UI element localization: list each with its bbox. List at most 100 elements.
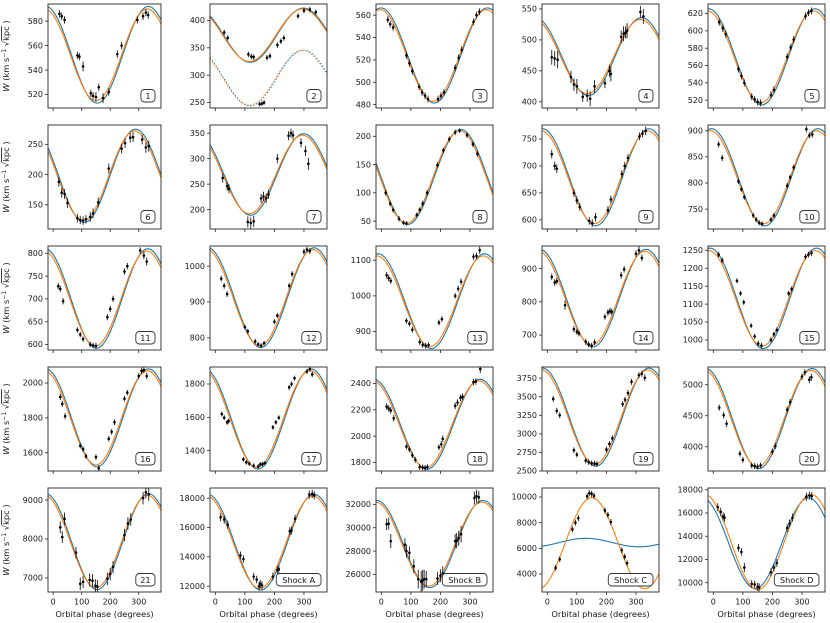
panel-label-box: [140, 210, 156, 224]
panel-label: 12: [306, 333, 316, 343]
fit-orange-curve: [48, 370, 161, 466]
y-tick-label: 550: [522, 5, 537, 14]
panel-label-box: [799, 210, 820, 224]
y-tick-label: 5000: [683, 380, 703, 389]
y-tick-label: 700: [522, 162, 537, 171]
y-tick-label: 750: [28, 272, 43, 281]
fit-orange-curve: [376, 130, 493, 224]
panel-label-box: [275, 573, 322, 587]
y-tick-label: 400: [190, 16, 205, 25]
fit-blue-alt-curve: [210, 49, 327, 107]
panel-label-box: [306, 89, 322, 103]
y-tick-label: 750: [522, 135, 537, 144]
panel-shock-a: 12000 14000 16000 18000 0 100 200 300 Orbital ph…: [180, 487, 328, 619]
y-tick-label: 12000: [678, 555, 703, 564]
data-points: [384, 128, 479, 226]
y-tick-label: 350: [190, 43, 205, 52]
panel-label: 14: [638, 333, 648, 343]
y-tick-label: 4000: [683, 442, 703, 451]
x-axis-label: Orbital phase (degrees): [551, 609, 649, 619]
x-tick-label: 200: [599, 598, 614, 607]
fit-blue-curve: [708, 497, 825, 590]
y-tick-label: 30000: [346, 523, 371, 532]
panel-11: 600 650 700 750 800 W (km s−1 √kpc ) 11: [1, 245, 162, 353]
y-tick-label: 7000: [23, 574, 43, 583]
y-axis-label: W (km s−1 √kpc ): [1, 141, 11, 212]
fit-orange-curve: [376, 501, 493, 587]
x-axis-label: Orbital phase (degrees): [219, 609, 317, 619]
fit-orange-curve: [376, 255, 493, 347]
data-points: [717, 7, 813, 107]
y-tick-label: 650: [522, 189, 537, 198]
panel-17: 1400 1600 1800 17: [185, 366, 328, 474]
y-tick-label: 600: [522, 216, 537, 225]
panel-label-box: [135, 573, 156, 587]
y-tick-label: 520: [688, 96, 703, 105]
y-tick-label: 600: [28, 340, 43, 349]
panel-label-box: [135, 452, 156, 466]
panel-label-box: [638, 210, 654, 224]
panel-shock-d: 10000 12000 14000 16000 18000 0 100 200 300 Orbit…: [678, 485, 826, 619]
panel-label-box: [799, 452, 820, 466]
y-tick-label: 200: [356, 132, 371, 141]
y-tick-label: 150: [356, 160, 371, 169]
y-tick-label: 1250: [683, 246, 703, 255]
y-tick-label: 2000: [23, 379, 43, 388]
y-tick-label: 540: [28, 66, 43, 75]
panel-label: 16: [140, 454, 150, 464]
x-tick-label: 200: [103, 598, 118, 607]
y-tick-label: 18000: [180, 494, 205, 503]
panel-label: 3: [477, 91, 482, 101]
x-tick-label: 100: [237, 598, 252, 607]
panel-label-box: [467, 331, 488, 345]
panel-shock-b: 26000 28000 30000 32000 0 100 200 300 Orbital ph…: [346, 487, 494, 619]
y-tick-label: 12000: [180, 582, 205, 591]
data-points: [58, 8, 150, 104]
y-tick-label: 1150: [683, 282, 703, 291]
panel-8: 50 100 150 200 8: [356, 124, 494, 232]
fit-blue-curve: [376, 7, 493, 104]
x-tick-label: 100: [74, 598, 89, 607]
y-tick-label: 750: [688, 205, 703, 214]
fit-blue-curve: [210, 368, 327, 470]
x-tick-label: 0: [213, 598, 218, 607]
x-tick-label: 200: [267, 598, 282, 607]
x-tick-label: 200: [433, 598, 448, 607]
y-tick-label: 1600: [185, 413, 205, 422]
panel-label-box: [638, 89, 654, 103]
panel-label: 17: [306, 454, 316, 464]
y-tick-label: 3250: [517, 411, 537, 420]
y-tick-label: 2400: [351, 379, 371, 388]
panel-label: 20: [804, 454, 814, 464]
y-axis-label: W (km s−1 √kpc ): [1, 383, 11, 454]
y-tick-label: 900: [522, 264, 537, 273]
panel-label-box: [804, 89, 820, 103]
data-points: [550, 5, 645, 107]
x-tick-label: 0: [51, 598, 56, 607]
fit-orange-curve: [542, 497, 659, 590]
panel-12: 800 900 1000 12: [185, 245, 328, 353]
panel-label-box: [135, 331, 156, 345]
panel-14: 700 800 900 14: [522, 245, 660, 353]
data-points: [717, 250, 813, 349]
y-tick-label: 580: [688, 44, 703, 53]
y-tick-label: 560: [356, 11, 371, 20]
fit-orange-curve: [376, 9, 493, 102]
data-points: [554, 490, 629, 571]
panel-label-box: [306, 210, 322, 224]
panel-label-box: [799, 331, 820, 345]
x-tick-label: 300: [296, 598, 311, 607]
fit-blue-curve: [210, 7, 327, 63]
x-tick-label: 300: [794, 598, 809, 607]
y-tick-label: 1000: [351, 292, 371, 301]
panel-label: 4: [643, 91, 648, 101]
fit-blue-curve: [48, 128, 161, 223]
y-tick-label: 1400: [185, 446, 205, 455]
data-points: [58, 367, 149, 471]
data-points: [550, 246, 644, 349]
panel-1: 520 540 560 580 W (km s−1 √kpc ) 1: [1, 3, 162, 111]
x-tick-label: 200: [765, 598, 780, 607]
y-tick-label: 10000: [512, 493, 537, 502]
panel-label: 13: [472, 333, 482, 343]
y-tick-label: 8000: [23, 535, 43, 544]
